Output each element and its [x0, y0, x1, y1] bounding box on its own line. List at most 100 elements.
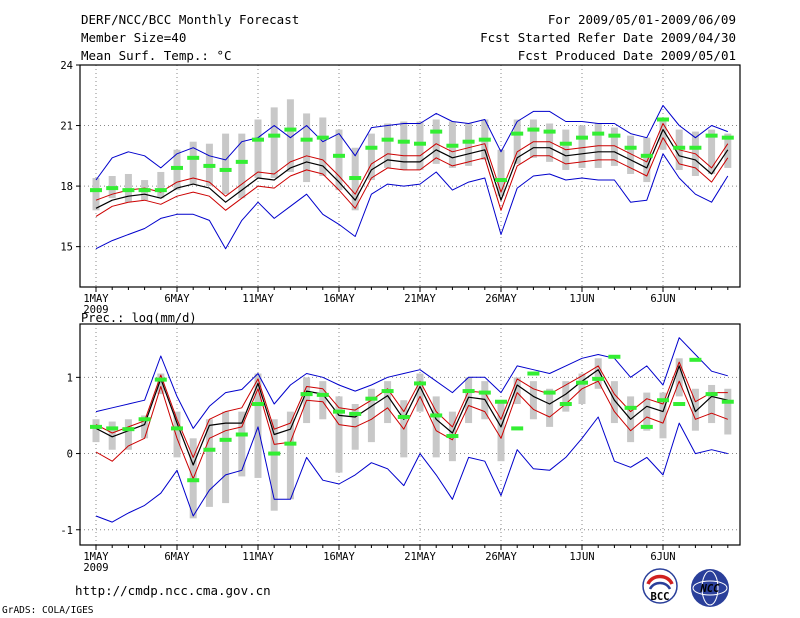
spread-bar	[367, 388, 375, 443]
observed-marker	[349, 176, 362, 181]
observed-marker	[430, 129, 443, 134]
observed-marker	[478, 137, 491, 142]
observed-marker	[673, 402, 686, 407]
spread-bar	[222, 133, 230, 195]
x-tick-label: 21MAY	[404, 551, 436, 563]
observed-marker	[138, 417, 151, 422]
observed-marker	[559, 402, 572, 407]
observed-marker	[333, 409, 345, 414]
chart-title: DERF/NCC/BCC Monthly Forecast	[81, 12, 300, 27]
spread-bar	[432, 119, 440, 164]
spread-bar	[465, 123, 473, 166]
observed-marker	[689, 145, 702, 150]
source-url[interactable]: http://cmdp.ncc.cma.gov.cn	[75, 583, 271, 598]
observed-marker	[673, 145, 686, 150]
inner-upper-line	[95, 123, 729, 201]
observed-marker	[592, 131, 605, 136]
observed-marker	[381, 137, 394, 142]
spread-bar	[465, 377, 473, 424]
observed-marker	[527, 371, 540, 376]
observed-marker	[316, 392, 329, 397]
agency-logos: BCC NCC	[642, 568, 729, 607]
observed-marker	[624, 405, 637, 410]
observed-marker	[219, 437, 232, 442]
spread-bar	[708, 384, 716, 424]
spread-bar	[173, 149, 181, 191]
spread-bar	[254, 119, 262, 179]
spread-bar	[173, 411, 181, 458]
spread-bar	[627, 135, 635, 174]
spread-bar	[157, 171, 165, 199]
x-tick-label: 1JUN	[569, 551, 594, 563]
observed-marker	[446, 143, 459, 148]
observed-marker	[171, 426, 183, 431]
spread-bar	[254, 373, 262, 478]
observed-marker	[106, 426, 119, 431]
observed-marker	[705, 133, 718, 138]
inner-upper-line	[95, 361, 728, 458]
observed-marker	[187, 155, 200, 160]
outer-lower-line	[95, 416, 728, 523]
observed-marker	[511, 131, 524, 136]
spread-bar	[189, 141, 197, 185]
observed-marker	[268, 451, 281, 456]
x-tick-label: 16MAY	[323, 551, 355, 563]
spread-bar	[659, 392, 667, 439]
y-tick-label: 0	[67, 449, 73, 461]
observed-marker	[365, 145, 378, 150]
observed-marker	[284, 441, 297, 446]
observed-marker	[333, 153, 345, 158]
fcst-started-date: Fcst Started Refer Date 2009/04/30	[480, 30, 736, 45]
outer-upper-line	[95, 337, 728, 429]
observed-marker	[689, 357, 702, 362]
spread-bar	[222, 411, 230, 504]
spread-bar	[513, 377, 521, 405]
observed-marker	[721, 135, 734, 140]
x-tick-label: 6MAY	[164, 293, 190, 305]
member-size: Member Size=40	[81, 30, 187, 45]
observed-marker	[608, 354, 621, 359]
observed-marker	[90, 188, 102, 193]
observed-marker	[624, 145, 637, 150]
ensemble-mean-line	[95, 129, 729, 209]
spread-bar	[643, 392, 651, 431]
observed-marker	[284, 127, 297, 132]
observed-marker	[657, 117, 669, 122]
ensemble-mean-line	[95, 365, 728, 466]
spread-bar	[659, 121, 667, 150]
y-tick-label: 21	[60, 121, 73, 133]
spread-bar	[141, 415, 149, 439]
observed-marker	[138, 188, 151, 193]
spread-bar	[286, 411, 294, 500]
observed-marker	[495, 178, 507, 183]
bcc-logo-icon: BCC	[642, 568, 678, 604]
observed-marker	[543, 129, 556, 134]
observed-marker	[365, 396, 378, 401]
x-year-label: 2009	[83, 562, 108, 574]
observed-marker	[559, 141, 572, 146]
spread-bar	[643, 137, 651, 183]
spread-bar	[497, 149, 505, 197]
observed-marker	[122, 427, 135, 432]
spread-bar	[270, 419, 278, 511]
y-tick-label: 24	[60, 60, 73, 72]
spread-bar	[124, 419, 132, 450]
x-tick-label: 1MAY	[83, 293, 109, 305]
spread-bar	[594, 358, 602, 389]
spread-bar	[578, 125, 586, 168]
x-tick-label: 11MAY	[242, 551, 274, 563]
observed-marker	[462, 139, 475, 144]
observed-marker	[252, 402, 264, 407]
observed-marker	[154, 377, 167, 382]
observed-marker	[511, 426, 524, 431]
observed-marker	[446, 434, 459, 439]
spread-bar	[416, 121, 424, 170]
observed-marker	[122, 188, 135, 193]
observed-marker	[462, 389, 475, 394]
spread-bar	[319, 117, 327, 176]
observed-marker	[608, 133, 621, 138]
outer-upper-line	[95, 104, 728, 181]
observed-marker	[316, 135, 329, 140]
observed-marker	[705, 392, 718, 397]
